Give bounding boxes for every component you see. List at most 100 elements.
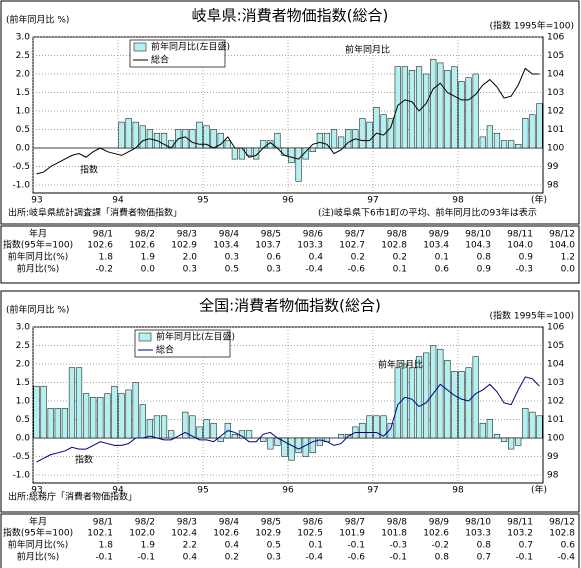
table-header: 98/9 bbox=[429, 518, 449, 528]
x-tick-label: 93 bbox=[31, 486, 42, 496]
table-cell: 101.8 bbox=[381, 529, 407, 539]
bar bbox=[182, 411, 189, 439]
bar bbox=[423, 73, 430, 149]
table-header: 98/11 bbox=[507, 230, 533, 240]
table-cell: 0.7 bbox=[477, 553, 491, 563]
table-cell: -0.4 bbox=[305, 265, 323, 275]
bar bbox=[493, 434, 501, 439]
bar bbox=[373, 415, 380, 439]
table-cell: -0.6 bbox=[347, 553, 365, 563]
bar bbox=[111, 385, 118, 439]
chart-title: 岐阜県:消費者物価指数(総合) bbox=[192, 7, 389, 25]
table-cell: 102.6 bbox=[129, 241, 155, 251]
bar bbox=[345, 129, 352, 149]
bar bbox=[231, 147, 238, 160]
table-cell: -0.1 bbox=[95, 553, 113, 563]
table-cell: 103.3 bbox=[297, 241, 323, 251]
table-cell: 0.8 bbox=[435, 553, 450, 563]
table-cell: 1.8 bbox=[99, 253, 114, 263]
table-cell: 前月比(%) bbox=[17, 263, 60, 275]
y-tick-label: 1.5 bbox=[16, 88, 30, 98]
table-cell: 0.1 bbox=[309, 541, 323, 551]
legend-label: 前年同月比(左目盛) bbox=[151, 41, 230, 53]
table-cell: 0.1 bbox=[435, 253, 449, 263]
bar bbox=[323, 132, 331, 149]
table-cell: 2.0 bbox=[183, 253, 198, 263]
y2-tick-label: 98 bbox=[547, 181, 559, 191]
bar bbox=[217, 437, 224, 442]
table-cell: 0.5 bbox=[225, 265, 239, 275]
bar bbox=[401, 66, 408, 149]
y2-tick-label: 102 bbox=[547, 107, 564, 117]
legend-swatch bbox=[138, 332, 152, 342]
legend-swatch bbox=[133, 42, 147, 52]
bar bbox=[536, 103, 543, 149]
y-tick-label: 3.0 bbox=[16, 323, 31, 333]
table-cell: 102.6 bbox=[87, 241, 113, 251]
table-header: 98/1 bbox=[93, 518, 113, 528]
y-tick-label: 0.5 bbox=[16, 415, 30, 425]
y2-tick-label: 99 bbox=[547, 162, 559, 172]
table-cell: -0.1 bbox=[347, 541, 365, 551]
table-cell: 102.9 bbox=[255, 529, 281, 539]
left-axis-label: (前年同月比 %) bbox=[6, 14, 69, 26]
bar bbox=[359, 422, 366, 439]
table-cell: 102.8 bbox=[549, 529, 575, 539]
bar bbox=[458, 81, 465, 149]
table-cell: 0.0 bbox=[561, 265, 576, 275]
table-cell: -0.3 bbox=[515, 265, 533, 275]
y-tick-label: -0.5 bbox=[12, 452, 30, 462]
bar bbox=[437, 348, 444, 439]
table-header: 98/4 bbox=[219, 230, 239, 240]
y2-tick-label: 106 bbox=[547, 33, 564, 43]
bar bbox=[118, 121, 125, 149]
table-cell: 指数(95年=100) bbox=[3, 239, 73, 251]
bar bbox=[387, 118, 394, 149]
table-cell: -0.4 bbox=[557, 553, 575, 563]
y2-tick-label: 104 bbox=[547, 70, 564, 80]
bar bbox=[132, 382, 139, 439]
y2-tick-label: 105 bbox=[547, 341, 564, 351]
bar bbox=[90, 397, 97, 439]
bar bbox=[146, 419, 153, 439]
x-tick-label: 98 bbox=[452, 486, 464, 496]
bar bbox=[472, 73, 479, 149]
table-cell: 前月比(%) bbox=[17, 551, 60, 563]
bar bbox=[97, 397, 104, 439]
bar bbox=[500, 437, 508, 442]
bar bbox=[479, 422, 486, 439]
table-cell: 0.0 bbox=[141, 265, 156, 275]
bar bbox=[500, 140, 508, 149]
table-header: 98/3 bbox=[177, 518, 197, 528]
table-cell: 102.5 bbox=[297, 529, 323, 539]
table-cell: 0.8 bbox=[477, 541, 492, 551]
legend-label: 前年同月比(左目盛) bbox=[156, 331, 235, 343]
table-cell: 101.9 bbox=[339, 529, 365, 539]
table-cell: 0.2 bbox=[351, 253, 365, 263]
table-header: 98/10 bbox=[465, 230, 491, 240]
bar bbox=[444, 70, 451, 149]
index-line bbox=[36, 376, 540, 463]
bar bbox=[168, 430, 175, 439]
table-cell: 1.9 bbox=[141, 253, 156, 263]
legend-label: 総合 bbox=[151, 54, 169, 66]
bar bbox=[295, 437, 302, 454]
table-header: 98/12 bbox=[549, 230, 575, 240]
bar bbox=[189, 129, 196, 149]
bar bbox=[415, 66, 423, 149]
bar bbox=[515, 144, 522, 149]
y2-tick-label: 101 bbox=[547, 415, 564, 425]
source: 出所:総務庁「消費者物価指数」 bbox=[8, 491, 137, 503]
table-cell: 102.8 bbox=[381, 241, 407, 251]
table-cell: 前年同月比(%) bbox=[8, 539, 69, 551]
bar bbox=[316, 132, 323, 149]
table-header: 98/8 bbox=[387, 518, 407, 528]
bar bbox=[366, 121, 373, 149]
table-cell: -0.1 bbox=[515, 553, 533, 563]
legend-label: 総合 bbox=[156, 344, 174, 356]
bar bbox=[288, 437, 295, 461]
bar bbox=[253, 147, 260, 160]
bar bbox=[330, 129, 338, 149]
x-tick-label: 98 bbox=[452, 196, 464, 206]
x-tick-label: 94 bbox=[112, 486, 124, 496]
